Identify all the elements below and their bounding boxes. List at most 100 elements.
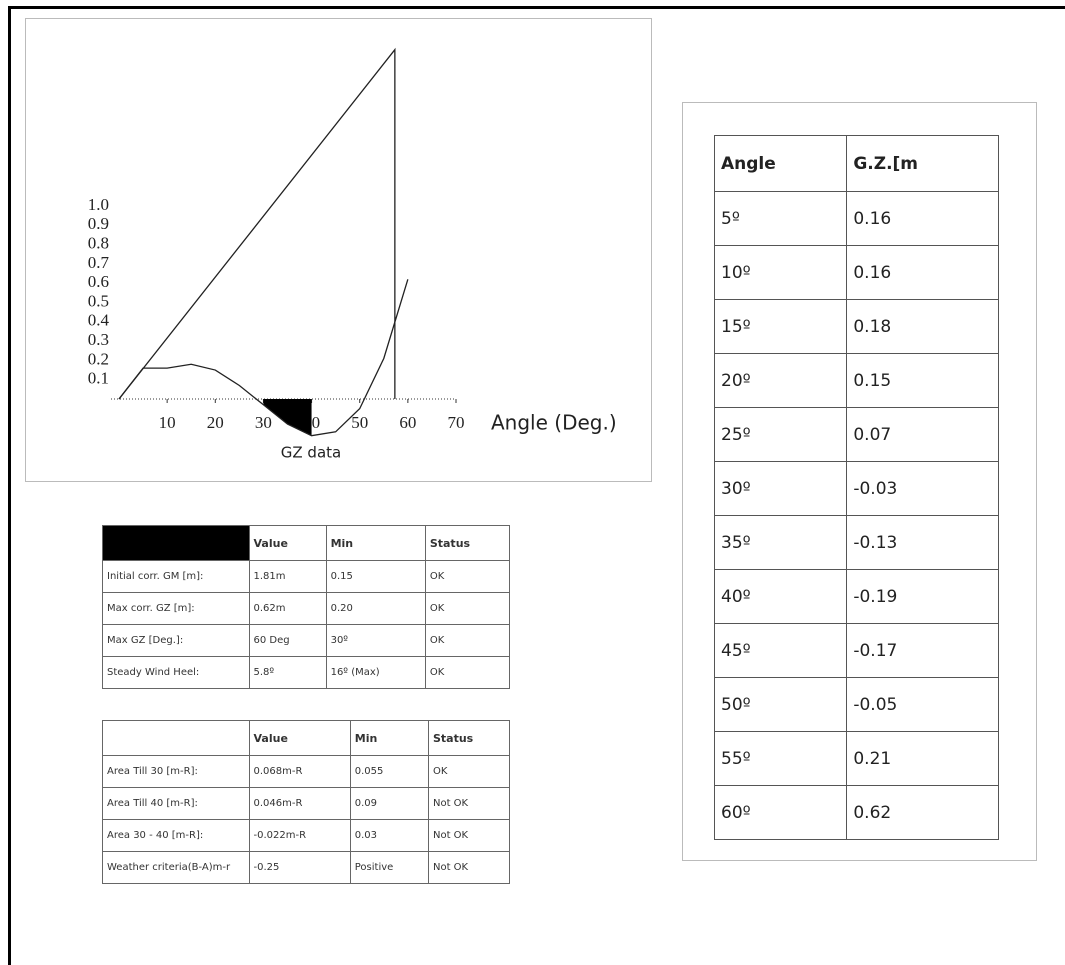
cell: Weather criteria(B-A)m-r — [102, 851, 250, 884]
cell: 30º — [713, 461, 848, 516]
row: Steady Wind Heel: 5.8º 16º (Max) OK — [102, 656, 511, 689]
x-tick-label: 10 — [159, 413, 176, 432]
gz-table: Angle G.Z.[m 5º 0.16 10º 0.16 15º 0.18 20º 0.15 25… — [713, 135, 999, 840]
cell: 15º — [713, 299, 848, 354]
cell: 60º — [713, 785, 848, 840]
header-cell: Status — [424, 525, 511, 561]
cell: -0.13 — [846, 515, 999, 570]
cell: 25º — [713, 407, 848, 462]
x-tick-label: 30 — [255, 413, 272, 432]
cell: Max corr. GZ [m]: — [102, 592, 250, 625]
shaded-area — [263, 399, 312, 436]
header-cell — [102, 525, 250, 561]
frame — [8, 6, 1065, 9]
y-tick-label: 0.8 — [88, 234, 109, 253]
cell: 0.09 — [349, 787, 429, 820]
cell: -0.19 — [846, 569, 999, 624]
line — [118, 279, 409, 437]
y-tick-label: 0.5 — [88, 291, 109, 310]
header-cell — [102, 720, 250, 756]
cell: 0.16 — [846, 245, 999, 300]
header-cell: Min — [325, 525, 426, 561]
cell: 0.62m — [248, 592, 327, 625]
cell: 5º — [713, 191, 848, 246]
row: 15º 0.18 — [713, 299, 999, 354]
cell: 20º — [713, 353, 848, 408]
row: 10º 0.16 — [713, 245, 999, 300]
cell: 10º — [713, 245, 848, 300]
row: Area 30 - 40 [m-R]: -0.022m-R 0.03 Not OK — [102, 819, 511, 852]
line — [118, 47, 396, 400]
y-tick-label: 0.3 — [88, 330, 109, 349]
cell: -0.05 — [846, 677, 999, 732]
cell: Not OK — [427, 819, 511, 852]
cell: OK — [424, 624, 511, 657]
cell: 30º — [325, 624, 426, 657]
area-table: Value Min Status Area Till 30 [m-R]: 0.068m-… — [102, 720, 511, 884]
cell: 0.03 — [349, 819, 429, 852]
chart-caption: GZ data — [281, 444, 341, 462]
cell: Max GZ [Deg.]: — [102, 624, 250, 657]
cell: 50º — [713, 677, 848, 732]
cell: 0.18 — [846, 299, 999, 354]
cell: 0.21 — [846, 731, 999, 786]
cell: 45º — [713, 623, 848, 678]
cell: Not OK — [427, 787, 511, 820]
row: Weather criteria(B-A)m-r -0.25 Positive Not… — [102, 851, 511, 884]
cell: 5.8º — [248, 656, 327, 689]
cell: 0.07 — [846, 407, 999, 462]
row: 5º 0.16 — [713, 191, 999, 246]
gz-panel — [682, 102, 1037, 861]
row: Initial corr. GM [m]: 1.81m 0.15 OK — [102, 560, 511, 593]
cell: 0.15 — [325, 560, 426, 593]
header-row: Value Min Status — [102, 525, 511, 561]
cell: Area 30 - 40 [m-R]: — [102, 819, 250, 852]
cell: Area Till 30 [m-R]: — [102, 755, 250, 788]
row: 50º -0.05 — [713, 677, 999, 732]
cell: 40º — [713, 569, 848, 624]
cell: Steady Wind Heel: — [102, 656, 250, 689]
cell: -0.03 — [846, 461, 999, 516]
row: Max corr. GZ [m]: 0.62m 0.20 OK — [102, 592, 511, 625]
cell: -0.25 — [248, 851, 351, 884]
y-tick-label: 0.1 — [88, 369, 109, 388]
cell: Not OK — [427, 851, 511, 884]
y-tick-label: 0.2 — [88, 349, 109, 368]
header-cell: Value — [248, 720, 351, 756]
header-cell: Min — [349, 720, 429, 756]
row: 60º 0.62 — [713, 785, 999, 840]
cell: OK — [424, 656, 511, 689]
row: Area Till 40 [m-R]: 0.046m-R 0.09 Not OK — [102, 787, 511, 820]
row: Max GZ [Deg.]: 60 Deg 30º OK — [102, 624, 511, 657]
header-cell: Angle — [713, 135, 848, 192]
x-tick-label: 70 — [448, 413, 465, 432]
header-row: Value Min Status — [102, 720, 511, 756]
cell: 0.16 — [846, 191, 999, 246]
row: Area Till 30 [m-R]: 0.068m-R 0.055 OK — [102, 755, 511, 788]
cell: 35º — [713, 515, 848, 570]
y-tick-label: 0.9 — [88, 214, 109, 233]
chart: Angle (Deg.) GZ data 0.10.20.30.40.50.60… — [88, 47, 617, 462]
y-tick-label: 0.4 — [88, 311, 110, 330]
header-cell: Status — [427, 720, 511, 756]
row: 20º 0.15 — [713, 353, 999, 408]
row: 35º -0.13 — [713, 515, 999, 570]
cell: -0.022m-R — [248, 819, 351, 852]
cell: 0.20 — [325, 592, 426, 625]
cell: 1.81m — [248, 560, 327, 593]
header-cell: G.Z.[m — [846, 135, 999, 192]
cell: 0.15 — [846, 353, 999, 408]
cell: 16º (Max) — [325, 656, 426, 689]
y-tick-label: 1.0 — [88, 195, 109, 214]
header-cell: Value — [248, 525, 327, 561]
header-row: Angle G.Z.[m — [713, 135, 999, 192]
y-tick-label: 0.6 — [88, 272, 109, 291]
x-tick-label: 50 — [351, 413, 368, 432]
y-tick-label: 0.7 — [88, 253, 110, 272]
cell: Area Till 40 [m-R]: — [102, 787, 250, 820]
cell: -0.17 — [846, 623, 999, 678]
cell: Positive — [349, 851, 429, 884]
row: 25º 0.07 — [713, 407, 999, 462]
row: 45º -0.17 — [713, 623, 999, 678]
cell: 55º — [713, 731, 848, 786]
